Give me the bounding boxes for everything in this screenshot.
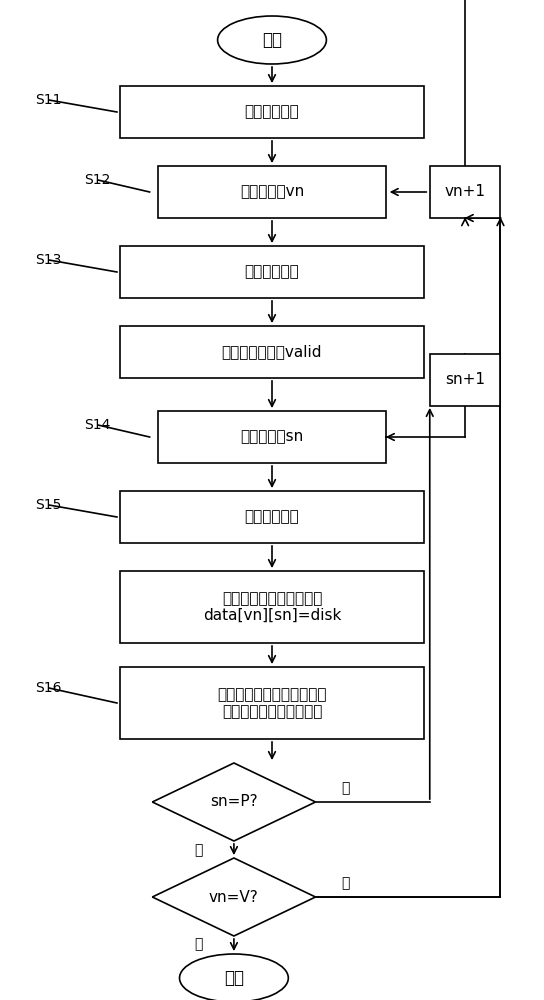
Text: 结束: 结束 xyxy=(224,969,244,987)
Text: S16: S16 xyxy=(35,681,62,695)
Text: 否: 否 xyxy=(341,781,350,795)
Bar xyxy=(158,411,386,463)
Text: 对虚拟节点放置表赋值：
data[vn][sn]=disk: 对虚拟节点放置表赋值： data[vn][sn]=disk xyxy=(203,591,341,623)
Text: 循环自变量sn: 循环自变量sn xyxy=(240,430,304,444)
Bar xyxy=(120,571,424,643)
Bar xyxy=(120,667,424,739)
Bar xyxy=(120,86,424,138)
Text: 参数获取步骤: 参数获取步骤 xyxy=(245,104,299,119)
Text: S14: S14 xyxy=(84,418,110,432)
Text: vn+1: vn+1 xyxy=(444,184,486,200)
Text: 从系统参数中移除或屏蔽不
满足容灾条件的备选磁盘: 从系统参数中移除或屏蔽不 满足容灾条件的备选磁盘 xyxy=(217,687,327,719)
Ellipse shape xyxy=(218,16,326,64)
Polygon shape xyxy=(152,763,316,841)
Text: sn+1: sn+1 xyxy=(445,372,485,387)
Text: sn=P?: sn=P? xyxy=(210,794,258,810)
Text: 构造有效性数组valid: 构造有效性数组valid xyxy=(222,344,322,360)
Bar xyxy=(120,326,424,378)
Text: 第二抽签步骤: 第二抽签步骤 xyxy=(245,510,299,524)
Text: 是: 是 xyxy=(194,937,203,951)
Text: 循环自变量vn: 循环自变量vn xyxy=(240,184,304,200)
Text: S15: S15 xyxy=(35,498,61,512)
Text: S12: S12 xyxy=(84,173,110,187)
Text: 开始: 开始 xyxy=(262,31,282,49)
Text: S11: S11 xyxy=(35,93,62,107)
Bar xyxy=(430,166,500,218)
Bar xyxy=(120,491,424,543)
Bar xyxy=(120,246,424,298)
Text: vn=V?: vn=V? xyxy=(209,890,259,904)
Bar xyxy=(158,166,386,218)
Polygon shape xyxy=(152,858,316,936)
Text: 第一抽签步骤: 第一抽签步骤 xyxy=(245,264,299,279)
Text: 是: 是 xyxy=(194,843,203,857)
Bar xyxy=(430,354,500,406)
Ellipse shape xyxy=(180,954,288,1000)
Text: 否: 否 xyxy=(341,876,350,890)
Text: S13: S13 xyxy=(35,253,61,267)
